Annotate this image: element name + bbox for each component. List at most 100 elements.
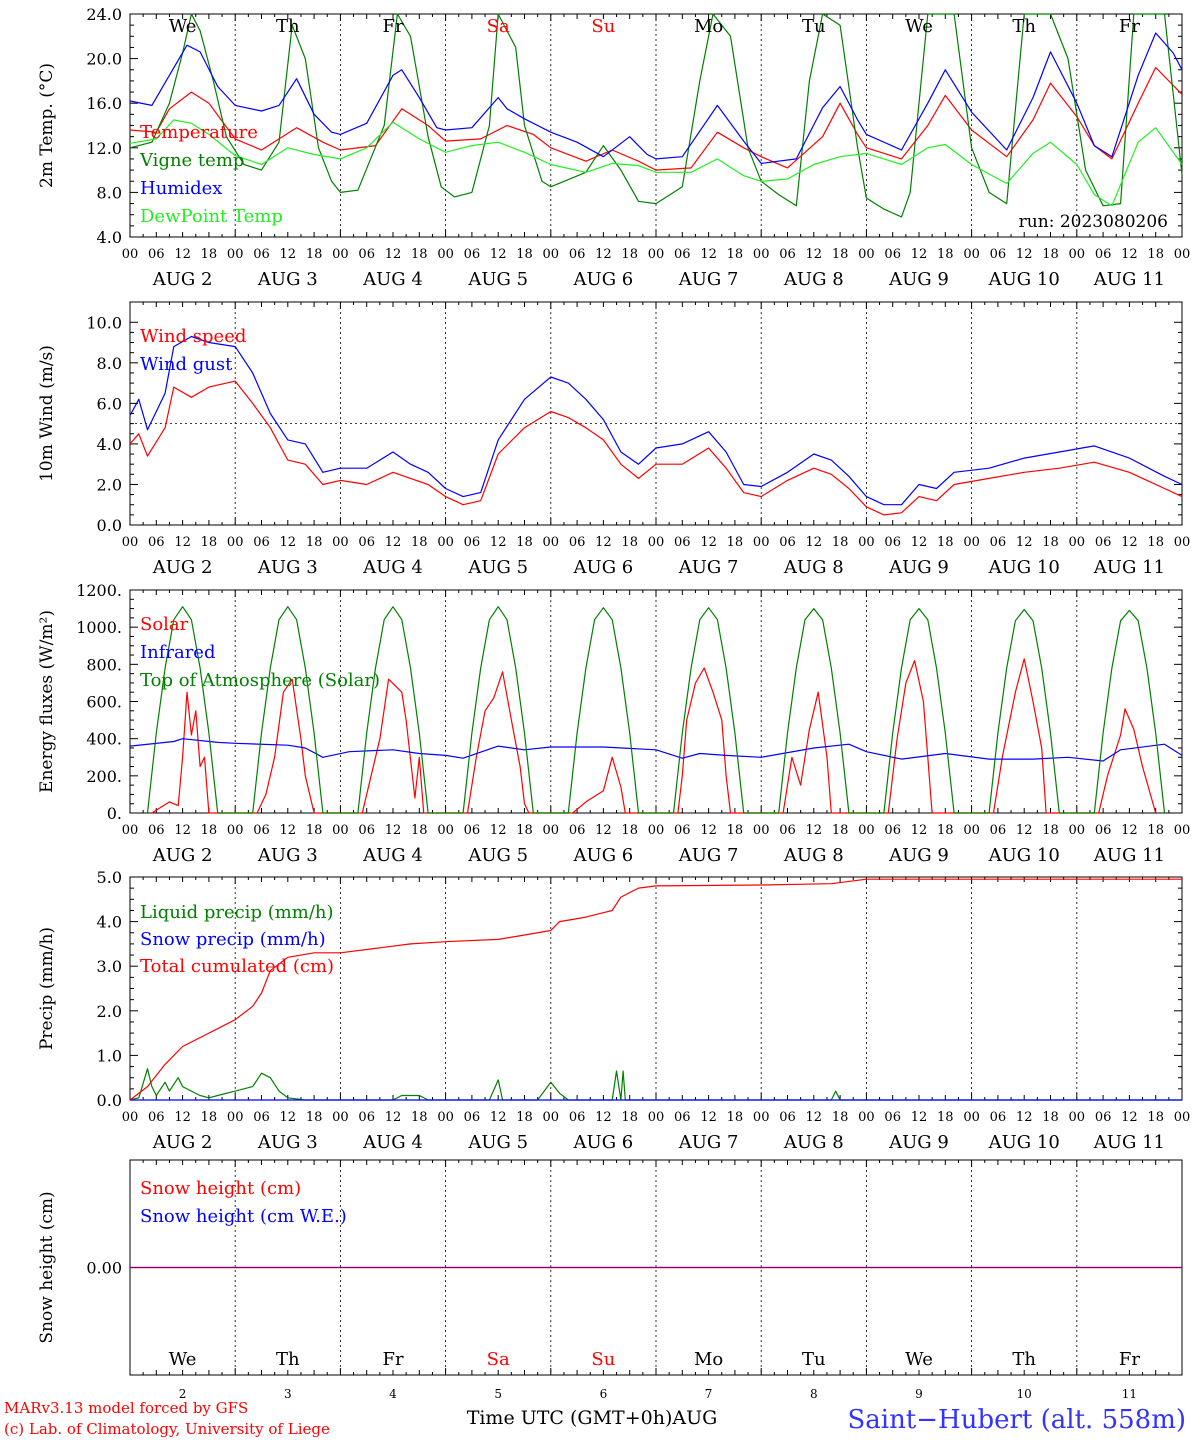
x-tick-label: 06 <box>674 823 691 838</box>
y-tick-label: 1200. <box>76 581 122 600</box>
x-tick-label: 18 <box>621 247 638 262</box>
weekday-label: Sa <box>487 16 510 37</box>
x-tick-label: 18 <box>621 1110 638 1125</box>
series-line-temperature <box>129 66 1183 171</box>
x-tick-label: 12 <box>806 535 823 550</box>
bottom-day-number: 8 <box>810 1387 818 1401</box>
x-day-label: AUG 8 <box>783 1132 844 1153</box>
x-tick-label: 12 <box>490 823 507 838</box>
series-line-infrared <box>129 738 1183 762</box>
x-tick-label: 06 <box>148 535 165 550</box>
x-tick-label: 00 <box>227 1110 244 1125</box>
x-tick-label: 12 <box>700 1110 717 1125</box>
x-tick-label: 06 <box>358 535 375 550</box>
x-tick-label: 18 <box>201 823 218 838</box>
weekday-label: Mo <box>694 1349 723 1370</box>
x-day-label: AUG 6 <box>573 269 634 290</box>
x-day-label: AUG 3 <box>257 1132 318 1153</box>
x-tick-label: 00 <box>332 1110 349 1125</box>
x-tick-label: 18 <box>411 823 428 838</box>
x-day-label: AUG 7 <box>678 845 739 866</box>
x-tick-label: 12 <box>174 247 191 262</box>
y-tick-label: 800. <box>86 655 122 674</box>
x-tick-label: 00 <box>227 823 244 838</box>
x-tick-label: 12 <box>1121 247 1138 262</box>
x-tick-label: 12 <box>280 535 297 550</box>
x-tick-label: 00 <box>437 535 454 550</box>
x-tick-label: 00 <box>753 535 770 550</box>
x-day-label: AUG 2 <box>152 845 213 866</box>
y-tick-label: 12.0 <box>86 139 122 158</box>
bottom-day-number: 3 <box>284 1387 292 1401</box>
model-credit: MARv3.13 model forced by GFS <box>4 1399 248 1417</box>
x-tick-label: 00 <box>122 1110 139 1125</box>
x-tick-label: 06 <box>674 535 691 550</box>
x-tick-label: 06 <box>253 823 270 838</box>
x-tick-label: 00 <box>122 535 139 550</box>
x-tick-label: 00 <box>437 823 454 838</box>
x-tick-label: 12 <box>806 247 823 262</box>
series-line-dewpoint-temp <box>129 119 1183 207</box>
x-tick-label: 18 <box>306 247 323 262</box>
panel-snow: 0.00 Snow height (cm) Snow height (cm) Snow… <box>37 1159 1183 1401</box>
y-tick-label: 4.0 <box>97 435 122 454</box>
y-tick-label: 400. <box>86 730 122 749</box>
x-tick-label: 06 <box>358 1110 375 1125</box>
x-tick-label: 12 <box>490 247 507 262</box>
x-tick-label: 12 <box>595 535 612 550</box>
x-tick-label: 06 <box>990 823 1007 838</box>
weekday-label: Sa <box>487 1349 510 1370</box>
y-axis-label: 2m Temp. (°C) <box>37 63 57 188</box>
x-tick-label: 18 <box>516 535 533 550</box>
x-day-label: AUG 11 <box>1093 269 1165 290</box>
x-tick-label: 00 <box>858 1110 875 1125</box>
x-tick-label: 00 <box>332 247 349 262</box>
y-tick-label: 0.0 <box>97 1091 122 1110</box>
series-line-vigne-temp <box>129 13 1183 218</box>
x-tick-label: 12 <box>700 823 717 838</box>
legend-entry: Snow height (cm W.E.) <box>140 1206 347 1227</box>
x-tick-label: 00 <box>332 535 349 550</box>
legend-entry: Infrared <box>140 642 215 663</box>
y-tick-label: 600. <box>86 693 122 712</box>
x-tick-label: 18 <box>516 247 533 262</box>
weekday-label: Tu <box>802 16 826 37</box>
x-tick-label: 18 <box>1042 1110 1059 1125</box>
legend-entry: Solar <box>140 614 189 635</box>
x-tick-label: 06 <box>779 823 796 838</box>
x-tick-label: 18 <box>832 535 849 550</box>
x-tick-label: 18 <box>832 1110 849 1125</box>
x-day-label: AUG 8 <box>783 557 844 578</box>
weekday-label: We <box>905 1349 933 1370</box>
x-tick-label: 12 <box>1016 1110 1033 1125</box>
x-tick-label: 18 <box>832 247 849 262</box>
x-tick-label: 06 <box>884 247 901 262</box>
legend-entry: Wind speed <box>140 326 246 347</box>
x-tick-label: 18 <box>411 1110 428 1125</box>
weekday-label: Mo <box>694 16 723 37</box>
x-tick-label: 06 <box>569 535 586 550</box>
x-day-label: AUG 5 <box>467 269 528 290</box>
legend-entry: Temperature <box>140 122 258 143</box>
x-tick-label: 12 <box>174 823 191 838</box>
x-tick-label: 18 <box>306 535 323 550</box>
x-tick-label: 18 <box>1147 535 1164 550</box>
x-day-label: AUG 10 <box>988 269 1060 290</box>
legend-entry: Total cumulated (cm) <box>140 956 334 977</box>
x-day-label: AUG 3 <box>257 557 318 578</box>
x-tick-label: 00 <box>858 247 875 262</box>
x-day-label: AUG 7 <box>678 269 739 290</box>
x-day-label: AUG 4 <box>362 269 423 290</box>
x-tick-label: 06 <box>358 247 375 262</box>
x-tick-label: 06 <box>884 535 901 550</box>
x-day-label: AUG 7 <box>678 557 739 578</box>
x-day-label: AUG 11 <box>1093 1132 1165 1153</box>
y-tick-label: 24.0 <box>86 5 122 24</box>
x-day-label: AUG 8 <box>783 845 844 866</box>
weekday-label: Su <box>591 16 615 37</box>
weekday-label: Th <box>1012 1349 1036 1370</box>
y-tick-label: 5.0 <box>97 868 122 887</box>
x-tick-label: 00 <box>437 247 454 262</box>
x-tick-label: 12 <box>385 535 402 550</box>
series-line-wind-speed <box>129 380 1183 516</box>
